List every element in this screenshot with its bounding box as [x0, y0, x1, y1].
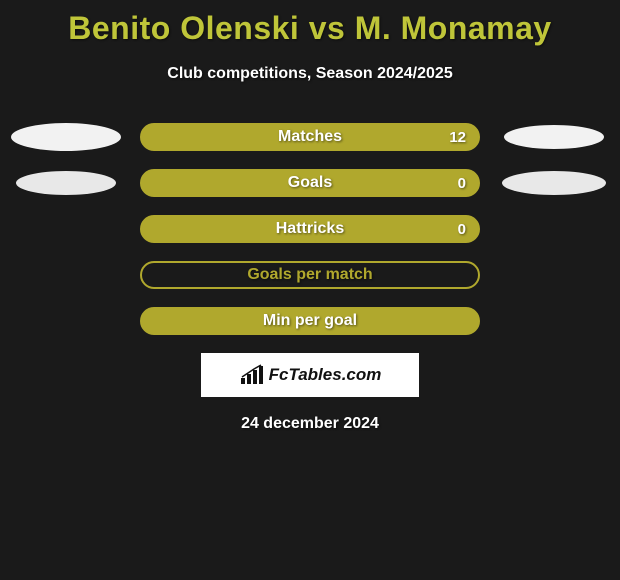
logo-text: FcTables.com [269, 365, 382, 385]
stat-label: Hattricks [276, 220, 344, 238]
stat-bar: Goals 0 [140, 169, 480, 197]
stat-bar: Matches 12 [140, 123, 480, 151]
stat-bar: Min per goal [140, 307, 480, 335]
right-ellipse [502, 171, 606, 195]
left-ellipse [16, 171, 116, 195]
stat-value: 12 [449, 123, 466, 151]
stat-label: Goals [288, 174, 332, 192]
bar-chart-icon [239, 364, 265, 386]
page-subtitle: Club competitions, Season 2024/2025 [0, 65, 620, 83]
stats-container: Matches 12 Goals 0 Hattricks 0 Goals per match… [0, 123, 620, 335]
stat-row: Matches 12 [0, 123, 620, 151]
stat-value: 0 [458, 169, 466, 197]
stat-label: Min per goal [263, 312, 357, 330]
page-title: Benito Olenski vs M. Monamay [0, 0, 620, 47]
stat-row: Min per goal [0, 307, 620, 335]
stat-row: Hattricks 0 [0, 215, 620, 243]
date-text: 24 december 2024 [0, 415, 620, 433]
right-ellipse [504, 125, 604, 149]
left-ellipse [11, 123, 121, 151]
stat-label: Matches [278, 128, 342, 146]
stat-value: 0 [458, 215, 466, 243]
stat-row: Goals 0 [0, 169, 620, 197]
stat-label: Goals per match [247, 266, 372, 284]
stat-row: Goals per match [0, 261, 620, 289]
stat-bar: Hattricks 0 [140, 215, 480, 243]
stat-bar: Goals per match [140, 261, 480, 289]
logo: FcTables.com [239, 364, 382, 386]
logo-box: FcTables.com [201, 353, 419, 397]
